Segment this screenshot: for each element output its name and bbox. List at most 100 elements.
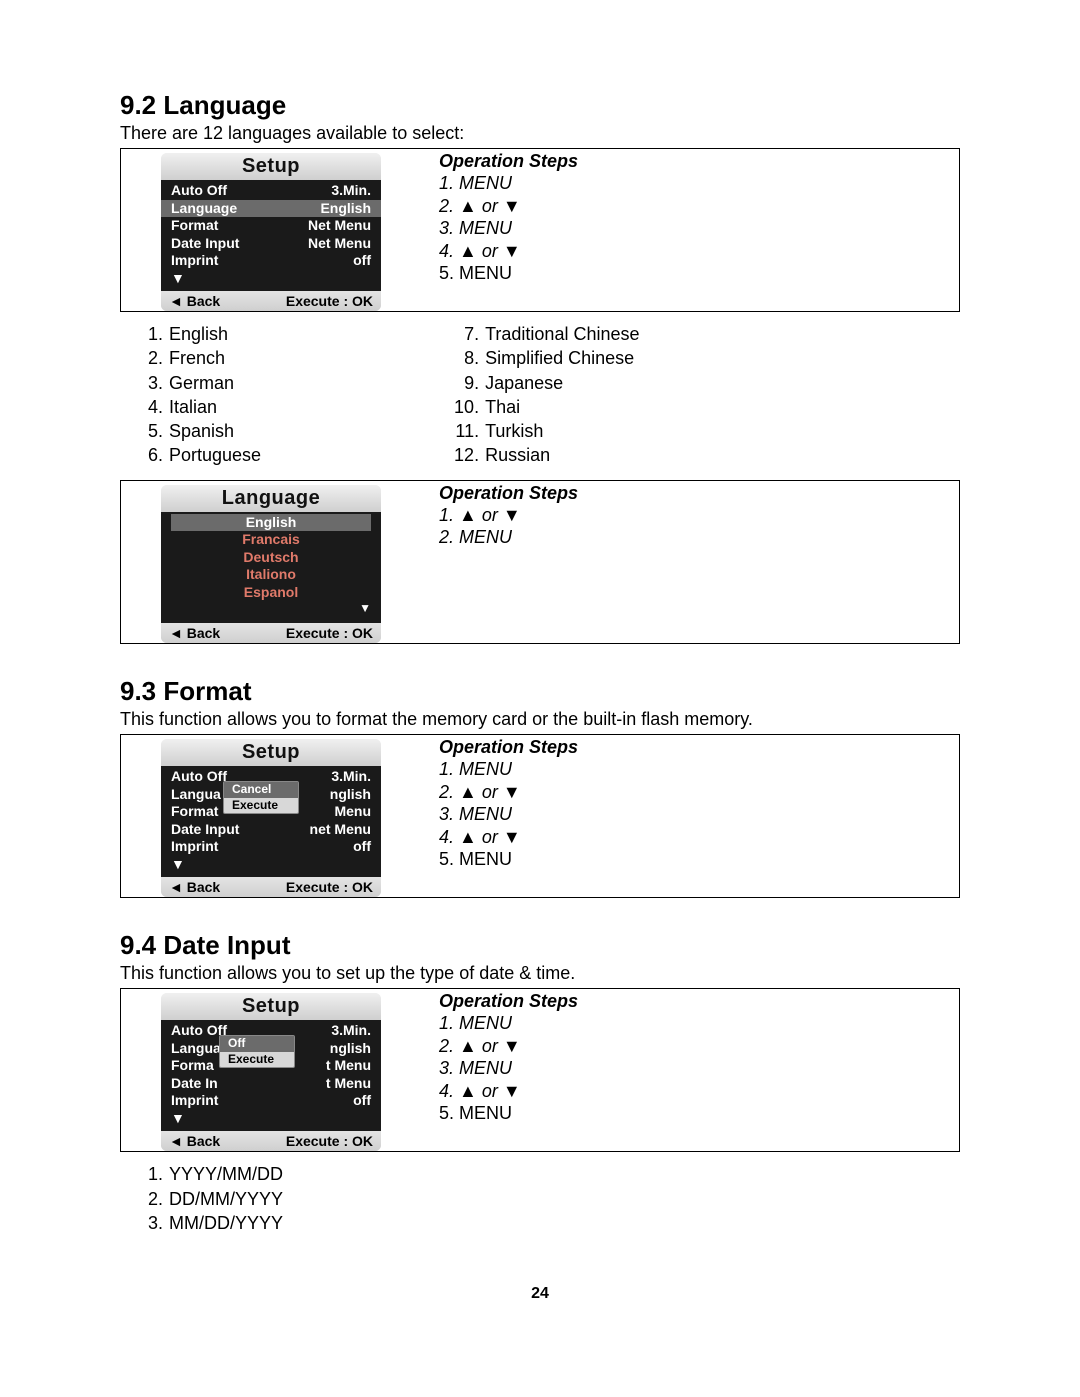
device-row-label: Format — [171, 803, 218, 821]
op-step: 1. MENU — [439, 172, 951, 195]
panel-94: Setup Auto Off3.Min.LanguanglishFormat M… — [120, 988, 960, 1152]
device-row-value: English — [320, 200, 371, 218]
op-title: Operation Steps — [439, 151, 951, 172]
list-text: Portuguese — [169, 443, 261, 467]
list-number: 5. — [135, 419, 169, 443]
list-number: 3. — [135, 371, 169, 395]
panel-left-92a: Setup Auto Off3.Min.LanguageEnglishForma… — [121, 149, 431, 311]
op-step: 3. MENU — [439, 803, 951, 826]
list-item: 7.Traditional Chinese — [451, 322, 639, 346]
device-row-value: off — [353, 1092, 371, 1110]
list-item: 11.Turkish — [451, 419, 639, 443]
panel-left-94: Setup Auto Off3.Min.LanguanglishFormat M… — [121, 989, 431, 1151]
op-step: 2. ▲ or ▼ — [439, 1035, 951, 1058]
list-number: 10. — [451, 395, 485, 419]
list-item: 3.MM/DD/YYYY — [135, 1211, 960, 1235]
device-back: ◄ Back — [169, 879, 220, 895]
device-row: Date Inputnet Menu — [161, 821, 381, 839]
op-step: 1. MENU — [439, 1012, 951, 1035]
device-execute: Execute : OK — [286, 625, 373, 641]
device-title: Language — [161, 485, 381, 512]
list-item: 6.Portuguese — [135, 443, 261, 467]
device-body: EnglishFrancaisDeutschItalionoEspanol▼ — [161, 512, 381, 624]
list-item: 3.German — [135, 371, 261, 395]
op-step: 2. MENU — [439, 526, 951, 549]
list-text: YYYY/MM/DD — [169, 1162, 283, 1186]
popup-format: CancelExecute — [223, 781, 299, 814]
device-row-value: net Menu — [310, 821, 371, 839]
list-item: 9.Japanese — [451, 371, 639, 395]
list-text: German — [169, 371, 234, 395]
device-row-value: nglish — [330, 786, 371, 804]
device-row-label: Auto Off — [171, 182, 227, 200]
section-desc-93: This function allows you to format the m… — [120, 709, 960, 730]
section-heading-94: 9.4 Date Input — [120, 930, 960, 961]
down-arrow-icon: ▼ — [161, 601, 381, 615]
down-arrow-icon: ▼ — [161, 856, 381, 874]
device-row: Imprintoff — [161, 252, 381, 270]
device-row-label: Date Input — [171, 235, 239, 253]
operation-steps-93: Operation Steps 1. MENU2. ▲ or ▼3. MENU4… — [431, 735, 959, 897]
device-row-label: Forma — [171, 1057, 214, 1075]
language-item: Deutsch — [161, 549, 381, 567]
device-footer: ◄ Back Execute : OK — [161, 291, 381, 311]
op-title: Operation Steps — [439, 737, 951, 758]
device-row: Imprintoff — [161, 1092, 381, 1110]
op-step: 5. MENU — [439, 848, 951, 871]
device-setup-92a: Setup Auto Off3.Min.LanguageEnglishForma… — [161, 153, 381, 311]
device-row: Date Int Menu — [161, 1075, 381, 1093]
list-number: 8. — [451, 346, 485, 370]
device-row-label: Langua — [171, 1040, 221, 1058]
list-item: 8.Simplified Chinese — [451, 346, 639, 370]
panel-92b: Language EnglishFrancaisDeutschItalionoE… — [120, 480, 960, 645]
list-text: Italian — [169, 395, 217, 419]
device-title: Setup — [161, 153, 381, 180]
device-language-92b: Language EnglishFrancaisDeutschItalionoE… — [161, 485, 381, 644]
panel-left-93: Setup Auto Off3.Min.LanguanglishFormatMe… — [121, 735, 431, 897]
device-row-value: Menu — [334, 803, 371, 821]
device-row-value: t Menu — [326, 1057, 371, 1075]
device-row-value: nglish — [330, 1040, 371, 1058]
device-back: ◄ Back — [169, 625, 220, 641]
list-number: 11. — [451, 419, 485, 443]
list-text: French — [169, 346, 225, 370]
list-text: Russian — [485, 443, 550, 467]
op-step: 4. ▲ or ▼ — [439, 240, 951, 263]
list-item: 4.Italian — [135, 395, 261, 419]
op-step: 4. ▲ or ▼ — [439, 826, 951, 849]
popup-item: Execute — [220, 1052, 294, 1068]
device-title: Setup — [161, 739, 381, 766]
device-row-value: Net Menu — [308, 235, 371, 253]
popup-item: Off — [220, 1036, 294, 1052]
operation-steps-92b: Operation Steps 1. ▲ or ▼2. MENU — [431, 481, 959, 644]
device-row-label: Date In — [171, 1075, 218, 1093]
device-execute: Execute : OK — [286, 879, 373, 895]
popup-item: Execute — [224, 798, 298, 814]
list-text: Traditional Chinese — [485, 322, 639, 346]
panel-92a: Setup Auto Off3.Min.LanguageEnglishForma… — [120, 148, 960, 312]
list-item: 2.French — [135, 346, 261, 370]
down-arrow-icon: ▼ — [161, 270, 381, 288]
device-row-value: 3.Min. — [331, 182, 371, 200]
list-text: Simplified Chinese — [485, 346, 634, 370]
op-step: 4. ▲ or ▼ — [439, 1080, 951, 1103]
section-desc-92: There are 12 languages available to sele… — [120, 123, 960, 144]
page-number: 24 — [120, 1285, 960, 1303]
list-number: 6. — [135, 443, 169, 467]
popup-dateinput: OffExecute — [219, 1035, 295, 1068]
device-back: ◄ Back — [169, 1133, 220, 1149]
list-number: 1. — [135, 322, 169, 346]
list-item: 12.Russian — [451, 443, 639, 467]
list-text: Japanese — [485, 371, 563, 395]
list-text: MM/DD/YYYY — [169, 1211, 283, 1235]
op-step: 1. ▲ or ▼ — [439, 504, 951, 527]
device-title: Setup — [161, 993, 381, 1020]
device-row: Imprintoff — [161, 838, 381, 856]
section-heading-93: 9.3 Format — [120, 676, 960, 707]
device-row-label: Auto Off — [171, 768, 227, 786]
op-step: 3. MENU — [439, 217, 951, 240]
device-back: ◄ Back — [169, 293, 220, 309]
device-row-value: off — [353, 252, 371, 270]
list-text: DD/MM/YYYY — [169, 1187, 283, 1211]
panel-93: Setup Auto Off3.Min.LanguanglishFormatMe… — [120, 734, 960, 898]
